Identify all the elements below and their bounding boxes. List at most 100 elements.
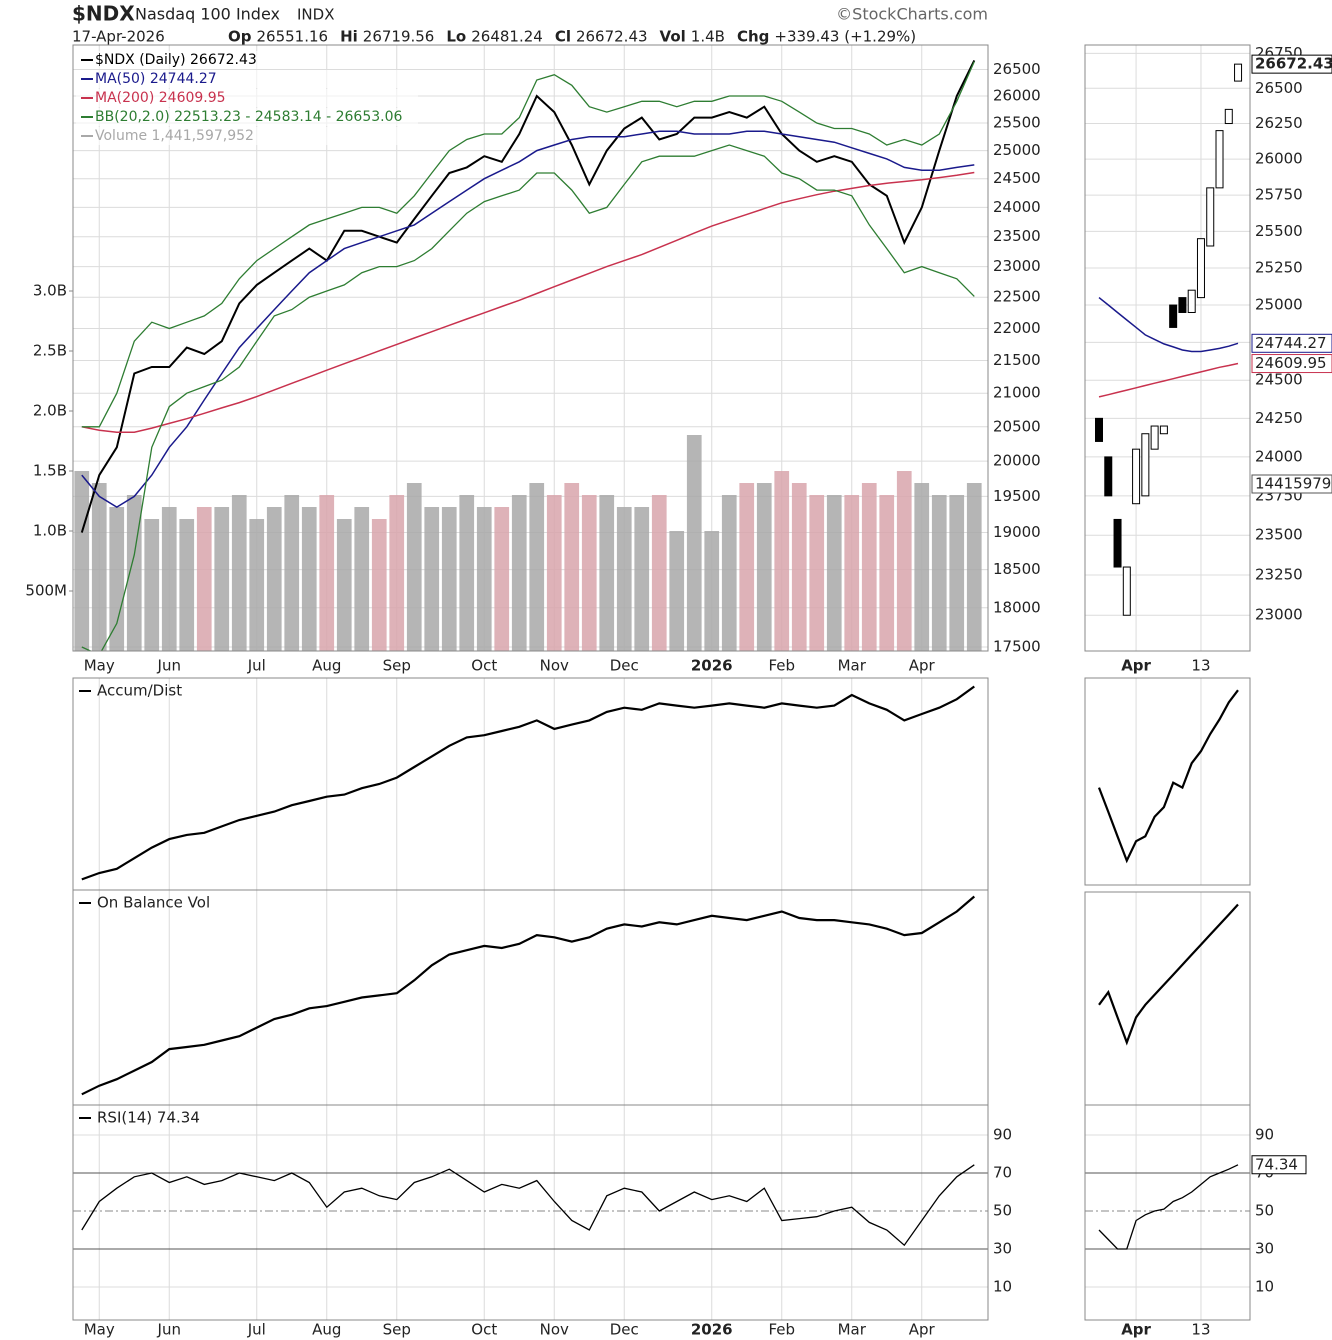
volume-bar: [651, 495, 667, 651]
quote-value: 26719.56: [363, 28, 435, 46]
indicator-line: [81, 1164, 975, 1247]
x-tick-label: Apr: [1121, 657, 1151, 675]
panel-plot: [1095, 63, 1243, 616]
y-tick-label: 25250: [1255, 259, 1303, 277]
y2-tick-label: 2.0B: [33, 402, 67, 420]
volume-bar: [406, 483, 422, 651]
x-tick-label: Mar: [838, 1321, 867, 1339]
y-tick-label: 30: [993, 1239, 1012, 1257]
y-tick-label: 24250: [1255, 409, 1303, 427]
value-tag: 24744.27: [1255, 334, 1327, 352]
indicator-line: [1098, 1164, 1239, 1250]
panel-plot: [81, 895, 976, 1096]
volume-bar: [301, 507, 317, 651]
y-tick-label: 21500: [993, 351, 1041, 369]
value-tag: 74.34: [1255, 1155, 1298, 1173]
y-tick-label: 23000: [993, 257, 1041, 275]
x-tick-label: 2026: [691, 657, 733, 675]
volume-bar: [179, 519, 195, 651]
x-tick-label: Dec: [610, 1321, 639, 1339]
quote-label: Vol: [660, 28, 686, 46]
value-tag: 14415979: [1255, 475, 1331, 493]
volume-bar: [791, 483, 807, 651]
volume-bar: [616, 507, 632, 651]
y-tick-label: 24000: [993, 198, 1041, 216]
ma-line: [1098, 297, 1239, 353]
y-tick-label: 23250: [1255, 566, 1303, 584]
candle-body: [1169, 304, 1178, 328]
y-tick-label: 26500: [993, 60, 1041, 78]
candle-body: [1132, 448, 1141, 505]
value-tag-box: [1251, 54, 1332, 74]
y-tick-label: 26000: [1255, 150, 1303, 168]
volume-bar: [914, 483, 930, 651]
candle-body: [1234, 63, 1243, 82]
candle-body: [1178, 297, 1187, 313]
y-tick-label: 20500: [993, 417, 1041, 435]
volume-bar: [546, 495, 562, 651]
indicator-line: [1098, 903, 1239, 1046]
volume-bar: [266, 507, 282, 651]
volume-bar: [529, 483, 545, 651]
y-tick-label: 17500: [993, 638, 1041, 656]
value-tag-box: [1251, 333, 1332, 353]
y-tick-label: 21000: [993, 384, 1041, 402]
panel-plot: [1098, 1164, 1239, 1250]
volume-bar: [739, 483, 755, 651]
y2-tick-label: 1.5B: [33, 462, 67, 480]
y-tick-label: 90: [993, 1126, 1012, 1144]
volume-bar: [354, 507, 370, 651]
candle-body: [1095, 417, 1103, 442]
panel-frame: [1084, 44, 1251, 652]
quote-value: 1.4B: [691, 28, 725, 46]
candle-body: [1224, 108, 1233, 125]
volume-bar: [879, 495, 895, 651]
volume-bar: [634, 507, 650, 651]
x-tick-label: Apr: [909, 657, 936, 675]
quote-value: +339.43 (+1.29%): [774, 28, 916, 46]
ma-line: [1098, 362, 1239, 398]
y2-tick-label: 3.0B: [33, 282, 67, 300]
y-tick-label: 18500: [993, 560, 1041, 578]
volume-bar: [756, 483, 772, 651]
y-tick-label: 22000: [993, 319, 1041, 337]
value-tag-box: [1251, 1155, 1307, 1175]
x-tick-label: Feb: [768, 1321, 795, 1339]
volume-bar: [686, 435, 702, 651]
panel-frame: [72, 677, 989, 891]
y-tick-label: 23500: [993, 227, 1041, 245]
y-tick-label: 26000: [993, 86, 1041, 104]
x-tick-label: 2026: [691, 1321, 733, 1339]
y-tick-label: 26500: [1255, 79, 1303, 97]
volume-bar: [441, 507, 457, 651]
volume-bar: [774, 471, 790, 651]
volume-bar: [389, 495, 405, 651]
y-tick-label: 10: [1255, 1277, 1274, 1295]
volume-bar: [511, 495, 527, 651]
x-tick-label: Sep: [383, 1321, 411, 1339]
indicator-line: [1097, 689, 1239, 864]
legend-label: MA(50) 24744.27: [95, 71, 217, 87]
source: ©StockCharts.com: [836, 5, 988, 24]
y-tick-label: 20000: [993, 452, 1041, 470]
x-tick-label: Aug: [312, 657, 341, 675]
quote-label: Chg: [737, 28, 769, 46]
legend-label: MA(200) 24609.95: [95, 90, 226, 106]
volume-bar: [704, 531, 720, 651]
x-tick-label: Aug: [312, 1321, 341, 1339]
volume-bar: [896, 471, 912, 651]
candle-body: [1104, 456, 1113, 497]
legend-bg: [76, 127, 418, 145]
x-tick-label: Jun: [157, 1321, 181, 1339]
y2-tick-label: 500M: [25, 582, 67, 600]
volume-bar: [231, 495, 247, 651]
candle-body: [1150, 425, 1159, 450]
volume-bar: [861, 483, 877, 651]
volume-bar: [599, 495, 615, 651]
volume-bar: [949, 495, 965, 651]
value-tag-box: [1251, 474, 1332, 494]
x-tick-label: 13: [1191, 657, 1210, 675]
panel-frame: [1084, 677, 1251, 886]
y-tick-label: 19000: [993, 523, 1041, 541]
